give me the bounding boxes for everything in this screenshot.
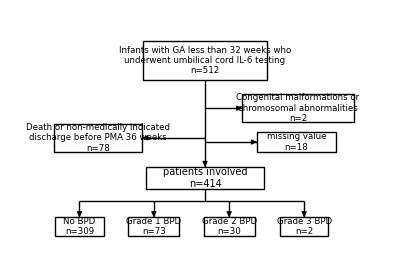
FancyBboxPatch shape [146, 167, 264, 189]
FancyBboxPatch shape [128, 217, 180, 236]
FancyBboxPatch shape [242, 94, 354, 122]
Text: Grade 2 BPD
n=30: Grade 2 BPD n=30 [202, 217, 257, 236]
FancyBboxPatch shape [55, 217, 104, 236]
Text: Death or non-medically indicated
discharge before PMA 36 weeks
n=78: Death or non-medically indicated dischar… [26, 123, 170, 153]
Text: patients involved
n=414: patients involved n=414 [163, 167, 247, 189]
Text: Grade 3 BPD
n=2: Grade 3 BPD n=2 [277, 217, 332, 236]
Text: No BPD
n=309: No BPD n=309 [63, 217, 96, 236]
FancyBboxPatch shape [204, 217, 255, 236]
FancyBboxPatch shape [54, 124, 142, 152]
Text: Congenital malformations or
chromosomal abnormalities
n=2: Congenital malformations or chromosomal … [236, 93, 360, 123]
FancyBboxPatch shape [257, 132, 336, 152]
FancyBboxPatch shape [280, 217, 328, 236]
FancyBboxPatch shape [143, 42, 267, 79]
Text: missing value
n=18: missing value n=18 [267, 132, 326, 152]
Text: Infants with GA less than 32 weeks who
underwent umbilical cord IL-6 testing
n=5: Infants with GA less than 32 weeks who u… [119, 46, 291, 75]
Text: Grade 1 BPD
n=73: Grade 1 BPD n=73 [126, 217, 182, 236]
